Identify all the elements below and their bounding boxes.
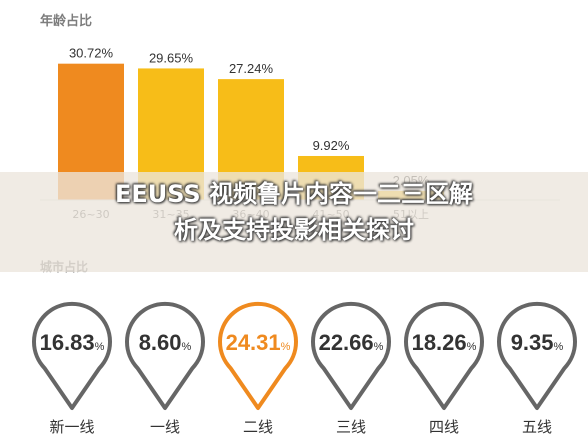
city-tier-label: 新一线 [49,418,94,436]
age-bar-value-label: 27.24% [229,61,274,76]
city-pin-marker [125,301,205,410]
city-pin-marker [311,301,391,410]
city-pin-unit: % [554,341,564,353]
title-overlay-band [0,172,588,272]
city-tier-label: 二线 [243,418,273,436]
age-bar-value-label: 30.72% [69,46,114,61]
age-chart-title: 年龄占比 [40,14,93,29]
city-pin-unit: % [374,341,384,353]
city-pin-value: 22.66% [319,330,384,355]
city-pin-value: 18.26% [412,330,477,355]
city-pin-marker [218,301,298,410]
city-pin-value: 24.31% [226,330,291,355]
overlay-headline-line2: 析及支持投影相关探讨 [174,216,414,244]
city-tier-label: 五线 [522,418,552,436]
overlay-headline: EEUSS 视频鲁片内容一二三区解 析及支持投影相关探讨 [0,176,588,248]
city-pin-unit: % [182,341,192,353]
city-pin-unit: % [95,341,105,353]
age-bar-value-label: 29.65% [149,50,194,65]
city-pin-value: 16.83% [40,330,105,355]
city-pin-unit: % [281,341,291,353]
city-tier-label: 一线 [150,418,180,436]
city-pin-marker [404,301,484,410]
city-pin-marker [32,301,112,410]
city-tier-label: 四线 [429,418,459,436]
city-tier-label: 三线 [336,418,366,436]
city-pin-marker [497,301,577,410]
city-pin-unit: % [467,341,477,353]
city-pin-chart: 16.83%新一线8.60%一线24.31%二线22.66%三线18.26%四线… [32,301,577,436]
age-bar-value-label: 9.92% [313,138,350,153]
overlay-headline-line1: EEUSS 视频鲁片内容一二三区解 [114,180,474,208]
